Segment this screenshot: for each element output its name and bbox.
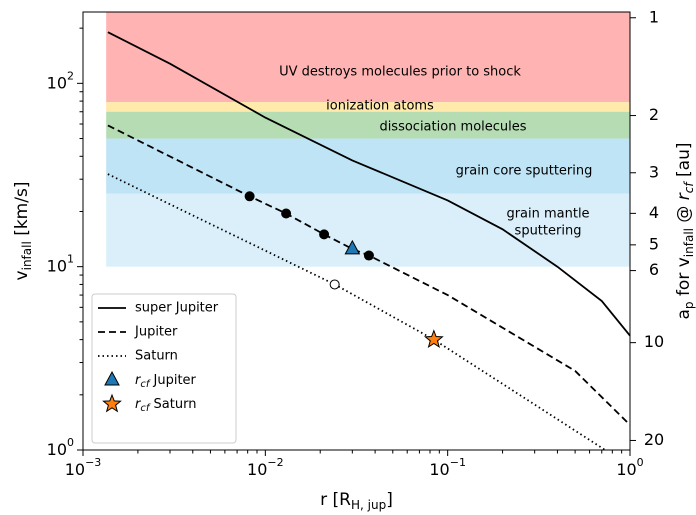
y2-tick-label: 2 xyxy=(649,105,659,124)
y-axis-label: vinfall [km/s] xyxy=(12,182,34,281)
tick-exp: −1 xyxy=(450,456,466,469)
legend-label: Jupiter xyxy=(134,325,178,340)
tick-base: 10 xyxy=(65,460,85,479)
band-label: grain core sputtering xyxy=(456,164,593,179)
line xyxy=(107,124,631,426)
marker xyxy=(281,208,292,219)
y2-tick-label: 1 xyxy=(649,7,659,26)
part: [au] xyxy=(674,143,694,183)
part: cf xyxy=(682,181,696,194)
part: @ xyxy=(674,200,694,228)
marker xyxy=(102,393,122,413)
band-label: UV destroys molecules prior to shock xyxy=(279,65,521,80)
marker xyxy=(329,279,340,290)
marker xyxy=(104,370,120,386)
part: H, jup xyxy=(351,498,386,512)
line xyxy=(107,173,606,451)
tick-base: 10 xyxy=(47,256,67,275)
tick-label: 10−2 xyxy=(247,456,284,479)
part: v xyxy=(12,270,32,280)
y2-tick-label: 3 xyxy=(649,162,659,181)
x-axis-label: r [RH, jup] xyxy=(320,490,393,512)
marker xyxy=(319,229,330,240)
part: r xyxy=(674,192,694,200)
tick-exp: 0 xyxy=(67,436,74,449)
part: for v xyxy=(674,257,694,301)
y2-tick-label: 6 xyxy=(649,260,659,279)
tick-base: 10 xyxy=(616,460,636,479)
tick-base: 10 xyxy=(47,440,67,459)
band-label: dissociation molecules xyxy=(379,120,526,135)
tick-label: 10−1 xyxy=(429,456,466,479)
tick-label: 102 xyxy=(47,69,74,92)
marker xyxy=(244,191,255,202)
tick-exp: −2 xyxy=(267,456,283,469)
marker xyxy=(344,239,361,255)
part: infall xyxy=(20,241,34,270)
y2-tick-label: 5 xyxy=(649,234,659,253)
part: Saturn xyxy=(149,397,196,412)
y2-axis-label: ap for vinfall @ rcf [au] xyxy=(674,143,696,320)
tick-exp: −3 xyxy=(85,456,101,469)
band-label: ionization atoms xyxy=(326,99,434,114)
part: Jupiter xyxy=(149,373,196,388)
part: p xyxy=(682,301,696,309)
tick-label: 101 xyxy=(47,253,74,276)
band xyxy=(106,111,631,139)
legend-label: rcf Saturn xyxy=(135,397,196,415)
tick-base: 10 xyxy=(247,460,267,479)
part: r [R xyxy=(320,490,351,510)
part: infall xyxy=(682,228,696,257)
tick-label: 100 xyxy=(47,436,74,459)
tick-exp: 2 xyxy=(67,69,74,82)
part: r xyxy=(135,373,142,388)
part: cf xyxy=(140,379,150,390)
band-label: sputtering xyxy=(515,224,582,239)
tick-exp: 0 xyxy=(637,456,644,469)
plot-frame xyxy=(82,11,631,451)
marker xyxy=(363,250,374,261)
tick-base: 10 xyxy=(429,460,449,479)
band xyxy=(106,12,631,103)
marker xyxy=(423,329,444,349)
y2-tick-label: 10 xyxy=(644,332,664,351)
line xyxy=(107,31,631,337)
band-label: grain mantle xyxy=(506,207,589,222)
band xyxy=(106,102,631,112)
tick-label: 10−3 xyxy=(65,456,102,479)
tick-base: 10 xyxy=(47,73,67,92)
y2-tick-label: 20 xyxy=(644,430,664,449)
legend-label: rcf Jupiter xyxy=(135,373,197,391)
part: [km/s] xyxy=(12,182,32,242)
legend-box xyxy=(91,293,237,444)
tick-label: 100 xyxy=(616,456,643,479)
y2-tick-label: 4 xyxy=(649,203,659,222)
part: a xyxy=(674,309,694,319)
legend-label: Saturn xyxy=(135,349,178,364)
legend-label: super Jupiter xyxy=(135,301,219,316)
part: ] xyxy=(386,490,393,510)
tick-exp: 1 xyxy=(67,253,74,266)
part: r xyxy=(135,397,142,412)
part: cf xyxy=(140,403,150,414)
